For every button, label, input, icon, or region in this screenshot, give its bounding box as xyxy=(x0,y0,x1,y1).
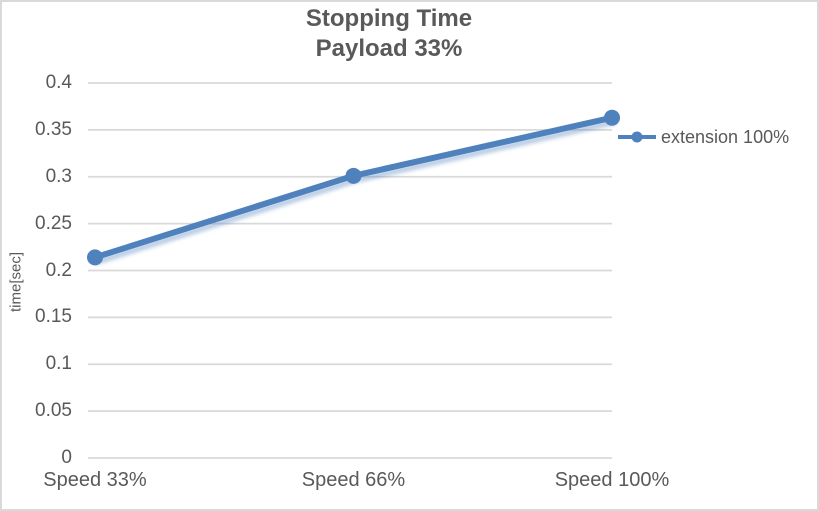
data-point-marker xyxy=(345,167,362,184)
x-category-label: Speed 66% xyxy=(301,469,406,491)
data-point-marker xyxy=(604,109,620,126)
x-category-label: Speed 33% xyxy=(43,469,147,491)
y-tick-label: 0.05 xyxy=(35,400,72,422)
y-tick-label: 0.4 xyxy=(45,72,72,93)
data-series xyxy=(87,109,620,266)
chart-title: Stopping Time Payload 33% xyxy=(306,4,472,64)
y-tick-label: 0.25 xyxy=(35,212,72,234)
y-tick-label: 0.15 xyxy=(35,306,72,328)
y-tick-label: 0.3 xyxy=(45,165,72,187)
x-category-label: Speed 100% xyxy=(554,469,670,491)
legend-line-marker-icon xyxy=(618,131,656,143)
data-point-marker xyxy=(87,249,103,266)
chart-title-line1: Stopping Time xyxy=(305,5,473,32)
y-tick-label: 0.2 xyxy=(45,259,72,281)
y-tick-label: 0.35 xyxy=(35,118,72,140)
y-tick-label: 0.1 xyxy=(45,353,72,375)
legend-series-label: extension 100% xyxy=(661,126,790,147)
y-tick-label: 0 xyxy=(61,447,72,468)
series-line-shadow xyxy=(94,119,617,265)
chart-title-line2: Payload 33% xyxy=(315,35,463,62)
legend[interactable]: extension 100% xyxy=(617,123,789,151)
